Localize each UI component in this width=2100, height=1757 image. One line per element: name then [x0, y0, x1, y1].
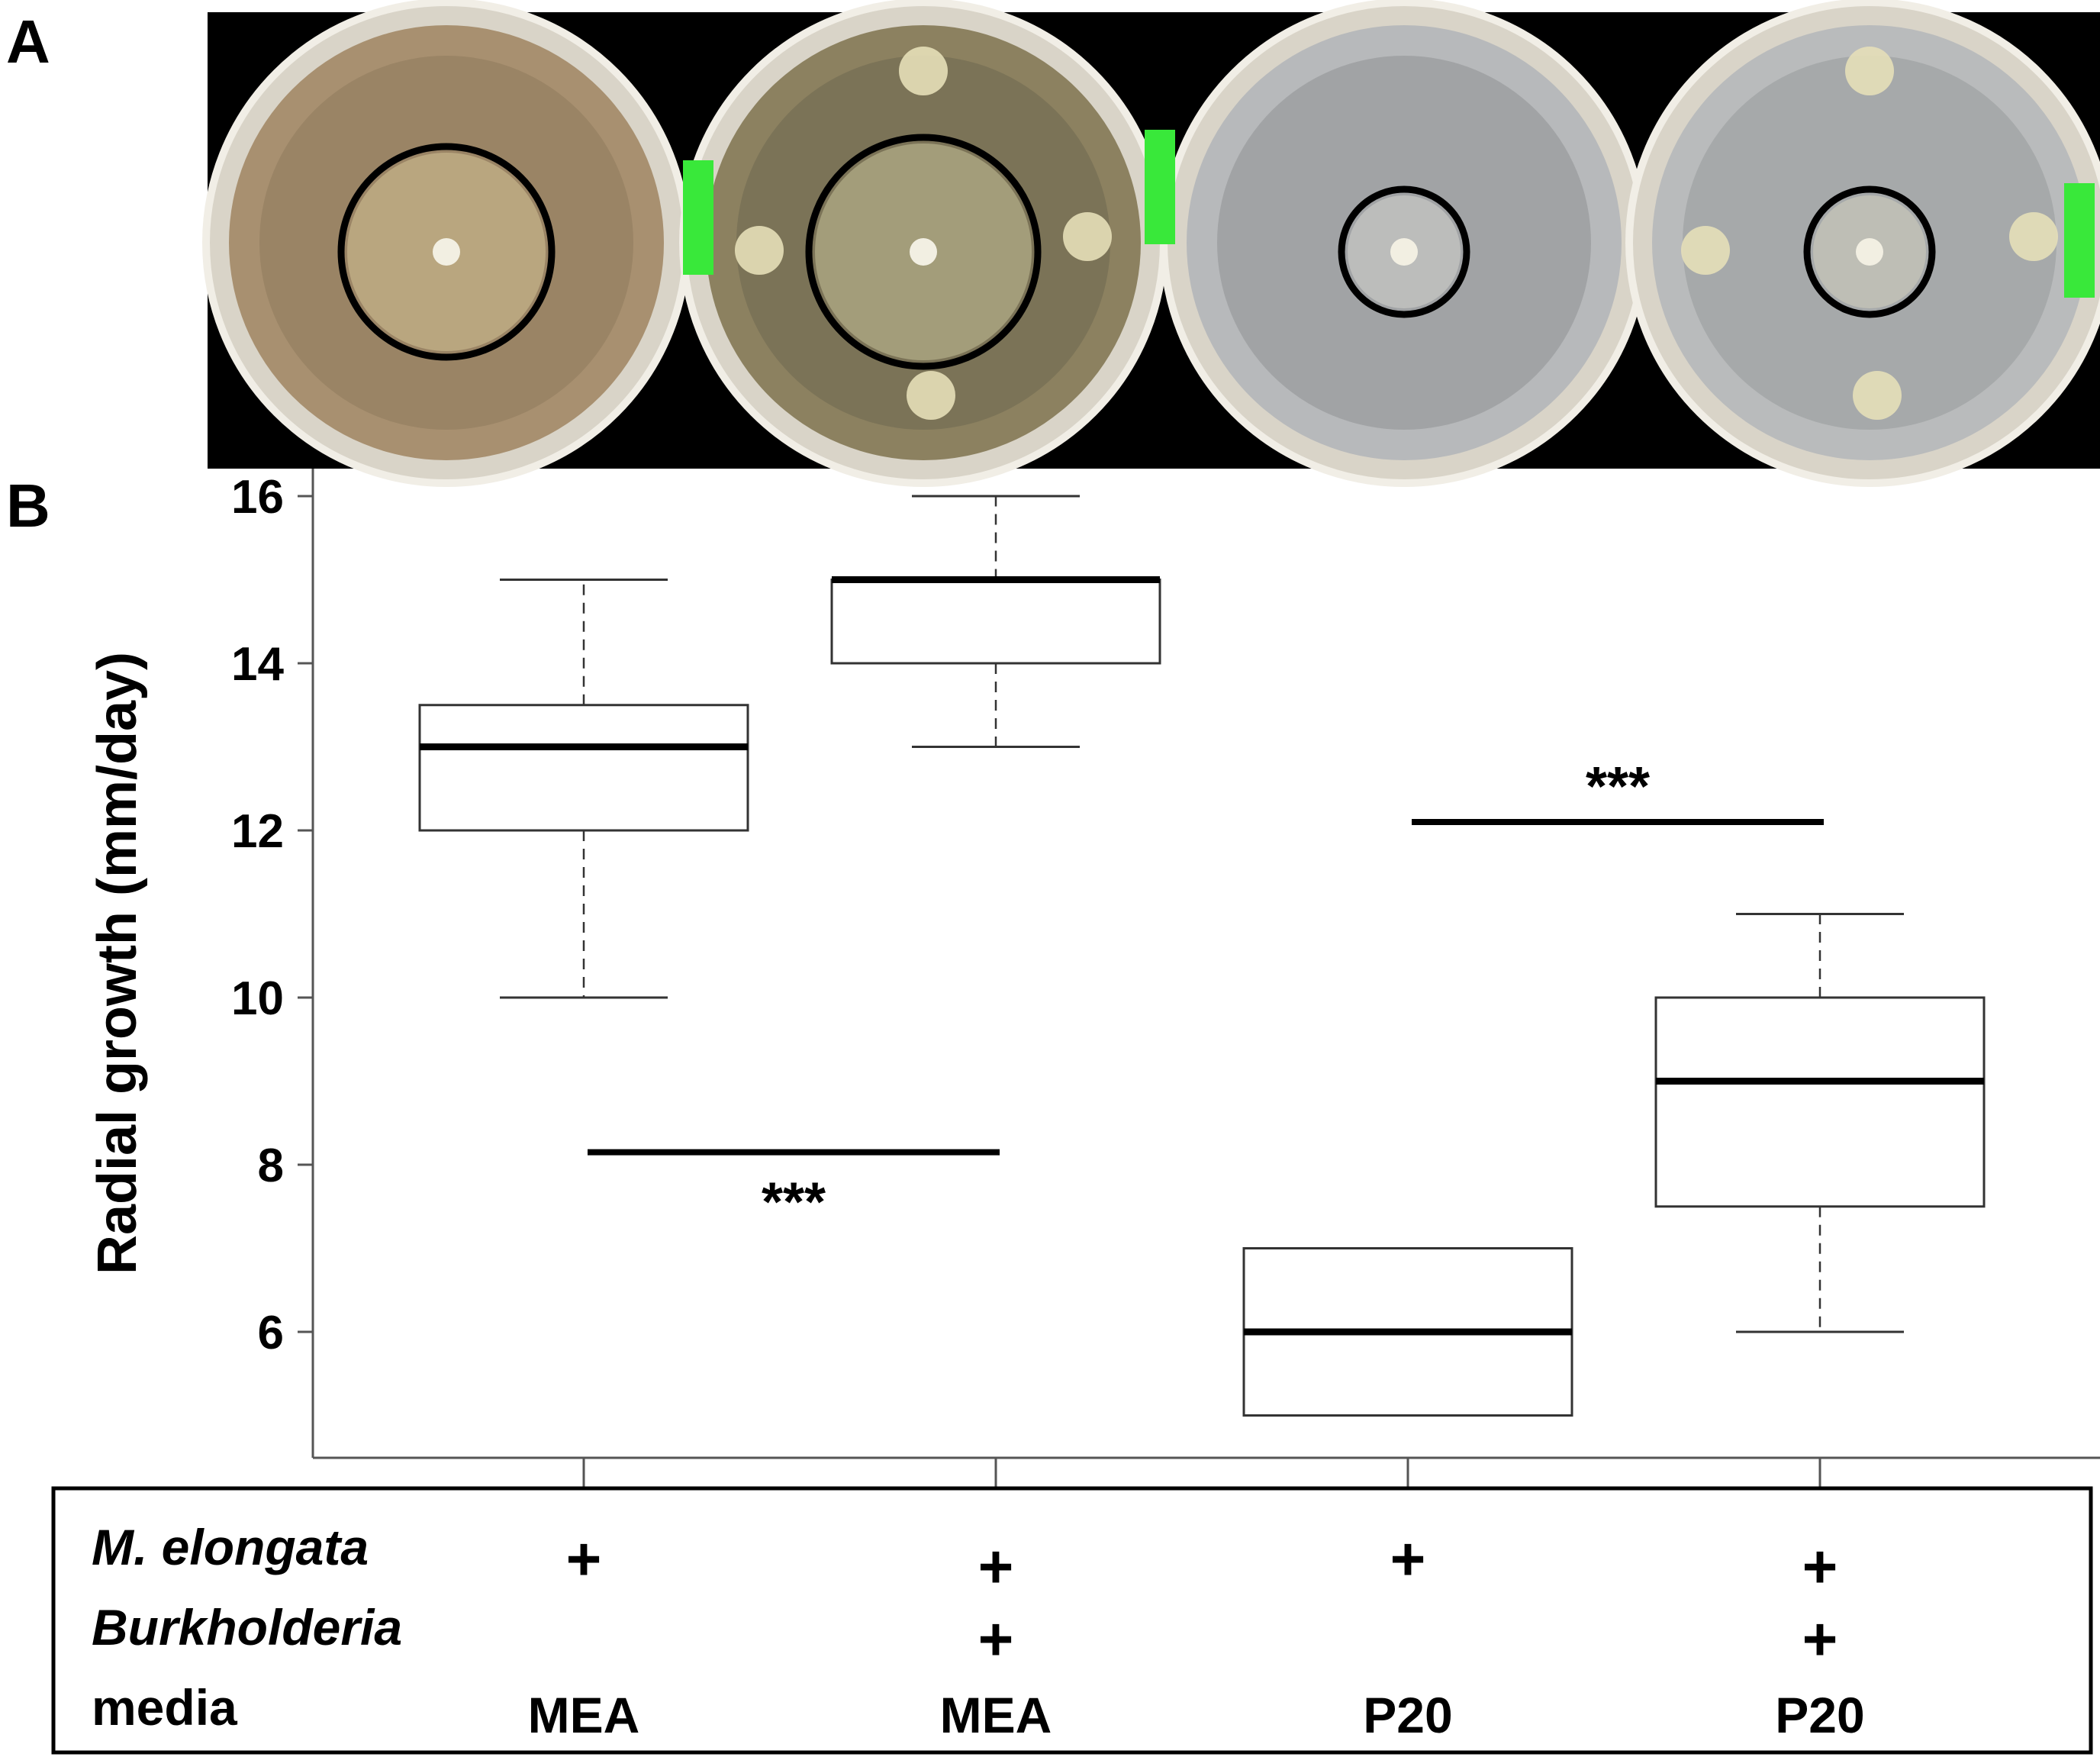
green-tape	[2064, 183, 2095, 298]
plus-mark: +	[978, 1605, 1014, 1673]
bacterial-colony	[1063, 212, 1112, 261]
x-axis-ticks	[582, 1458, 1821, 1488]
growth-ring-marker	[1338, 185, 1470, 318]
plus-mark: +	[1802, 1605, 1838, 1673]
media-label: P20	[1775, 1687, 1864, 1743]
green-tape	[683, 160, 713, 275]
box-plot: 6 8 10 12 14 16 *** *** Radial growth (mm/day)	[87, 469, 2100, 1488]
bacterial-colony	[1681, 226, 1730, 275]
growth-ring-marker	[337, 143, 556, 361]
media-label: MEA	[940, 1687, 1052, 1743]
row-label: Burkholderia	[92, 1599, 402, 1655]
panel-letter-a: A	[6, 8, 50, 76]
iqr-box	[830, 579, 1161, 665]
significance-label: ***	[762, 1172, 826, 1233]
petri-plates	[202, 0, 2100, 487]
bacterial-colony	[2009, 212, 2058, 261]
y-tick-label: 12	[231, 805, 284, 858]
growth-ring-marker	[805, 134, 1042, 370]
media-label: MEA	[528, 1687, 640, 1743]
iqr-box	[1654, 996, 1986, 1208]
iqr-box	[418, 704, 749, 832]
boxes	[418, 495, 1986, 1417]
y-axis-ticks: 6 8 10 12 14 16	[231, 471, 313, 1359]
bacterial-colony	[1853, 371, 1902, 420]
plus-mark: +	[978, 1533, 1014, 1601]
y-tick-label: 8	[258, 1140, 284, 1192]
table-row: M. elongata + + + +	[92, 1519, 1838, 1601]
box-group	[1242, 1247, 1573, 1417]
plus-mark: +	[1802, 1533, 1838, 1601]
significance-bars: *** ***	[588, 756, 1824, 1233]
y-tick-label: 14	[231, 638, 284, 691]
petri-dish-photo-strip	[202, 0, 2100, 487]
box-group	[1654, 913, 1986, 1333]
petri-plate	[202, 0, 691, 487]
table-frame	[51, 1486, 2093, 1755]
y-tick-label: 10	[231, 972, 284, 1025]
panel-letter-b: B	[6, 472, 50, 540]
petri-plate	[1160, 0, 1648, 487]
bacterial-colony	[735, 226, 784, 275]
plus-mark: +	[1390, 1525, 1426, 1593]
table-row: Burkholderia + +	[92, 1599, 1838, 1673]
bacterial-colony	[1845, 47, 1894, 95]
inoculation-plug	[1390, 238, 1418, 266]
plus-mark: +	[566, 1525, 602, 1593]
bacterial-colony	[907, 371, 955, 420]
significance-label: ***	[1586, 756, 1650, 817]
y-tick-label: 6	[258, 1307, 284, 1359]
row-label: M. elongata	[92, 1519, 369, 1575]
green-tape	[1145, 130, 1175, 244]
y-axis-title: Radial growth (mm/day)	[87, 652, 148, 1275]
table-rows: M. elongata + + + +Burkholderia + +media MEA MEA…	[92, 1519, 1865, 1743]
inoculation-plug	[433, 238, 460, 266]
inoculation-plug	[910, 238, 937, 266]
condition-table: M. elongata + + + +Burkholderia + +media MEA MEA…	[51, 1486, 2093, 1755]
y-tick-label: 16	[231, 471, 284, 524]
media-label: P20	[1363, 1687, 1452, 1743]
row-label: media	[92, 1679, 238, 1736]
petri-plate	[679, 0, 1168, 487]
table-row: media MEA MEA P20 P20	[92, 1679, 1865, 1743]
box-group	[418, 579, 749, 999]
inoculation-plug	[1856, 238, 1883, 266]
petri-plate	[1625, 0, 2100, 487]
box-group	[830, 495, 1161, 748]
bacterial-colony	[899, 47, 948, 95]
growth-ring-marker	[1803, 185, 1936, 318]
